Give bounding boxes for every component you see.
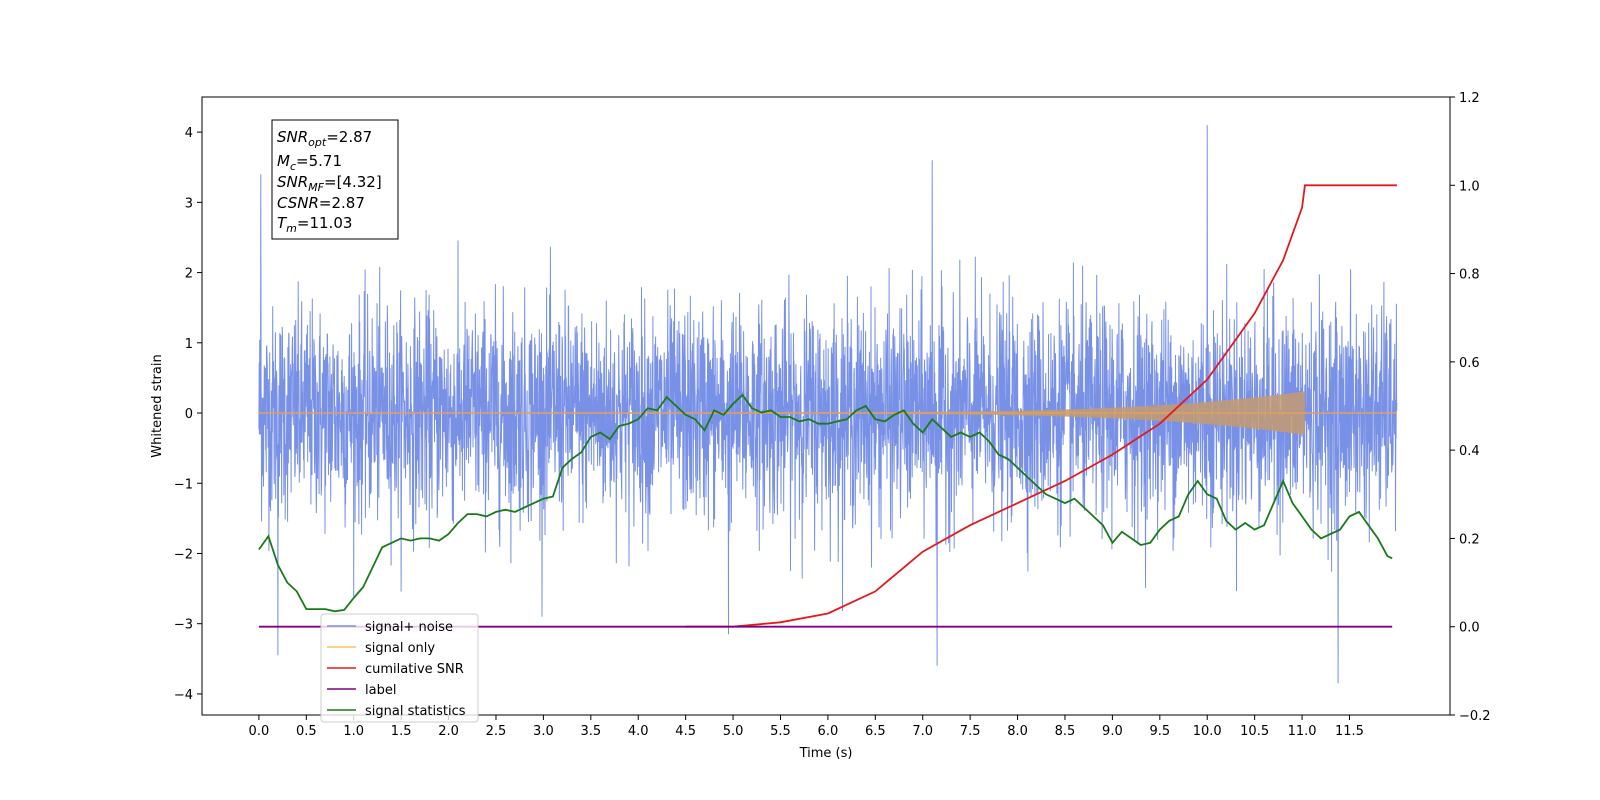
plot-frame	[201, 96, 1451, 716]
x-axis: 0.0 0.5 1.0 1.5 2.0 2.5 3.0 3.5 4.0 4.5 5.0 5.5 6.0 6…	[249, 715, 1364, 739]
x-tick-label: 0.0	[249, 724, 270, 739]
x-tick-label: 10.5	[1240, 724, 1269, 739]
y-left-tick-label: −1	[174, 477, 193, 492]
plot-area	[258, 125, 1398, 684]
y-left-tick-label: 3	[185, 196, 193, 211]
cumulative-snr-line	[685, 184, 1397, 628]
x-tick-label: 2.5	[486, 724, 507, 739]
y-axis-right: −0.2 0.0 0.2 0.4 0.6 0.8 1.0 1.2	[1450, 91, 1491, 724]
y-right-tick-label: 0.2	[1459, 532, 1480, 547]
x-tick-label: 9.5	[1149, 724, 1170, 739]
legend-label-signal-only: signal only	[365, 641, 435, 656]
x-tick-label: 1.5	[391, 724, 412, 739]
y-right-tick-label: 1.2	[1459, 91, 1480, 106]
info-snr-opt: SNRopt=2.87	[277, 128, 372, 149]
signal-only-layer	[258, 391, 1397, 435]
y-left-tick-label: 2	[185, 267, 193, 282]
x-axis-label: Time (s)	[799, 746, 853, 761]
legend-label-signal-noise: signal+ noise	[365, 620, 453, 635]
y-right-tick-label: 0.0	[1459, 621, 1480, 636]
info-snr-mf: SNRMF=[4.32]	[277, 173, 382, 194]
x-tick-label: 7.0	[912, 724, 933, 739]
y-left-tick-label: 0	[185, 407, 193, 422]
y-axis-left: −4 −3 −2 −1 0 1 2 3 4	[174, 126, 202, 703]
x-tick-label: 4.0	[628, 724, 649, 739]
x-tick-label: 6.0	[818, 724, 839, 739]
x-tick-label: 1.0	[343, 724, 364, 739]
x-tick-label: 4.5	[675, 724, 696, 739]
signal-noise-line	[258, 125, 1398, 684]
legend-label-label: label	[365, 683, 396, 698]
x-tick-label: 9.0	[1102, 724, 1123, 739]
x-tick-label: 8.0	[1007, 724, 1028, 739]
y-right-tick-label: 0.6	[1459, 356, 1480, 371]
legend: signal+ noise signal only cumilative SNR…	[320, 613, 479, 723]
x-tick-label: 5.5	[770, 724, 791, 739]
info-box: SNRopt=2.87 Mc=5.71 SNRMF=[4.32] CSNR=2.…	[271, 119, 399, 240]
x-tick-label: 0.5	[296, 724, 317, 739]
legend-label-cumulative-snr: cumilative SNR	[365, 662, 464, 677]
info-mc: Mc=5.71	[277, 152, 342, 173]
y-right-tick-label: 0.4	[1459, 444, 1480, 459]
y-left-tick-label: −3	[174, 618, 193, 633]
x-tick-label: 3.0	[533, 724, 554, 739]
y-left-tick-label: 4	[185, 126, 193, 141]
y-left-tick-label: −2	[174, 547, 193, 562]
x-tick-label: 10.0	[1193, 724, 1222, 739]
y-right-tick-label: 1.0	[1459, 179, 1480, 194]
signal-statistics-line	[258, 393, 1393, 613]
y-left-tick-label: −4	[174, 688, 193, 703]
y-left-tick-label: 1	[185, 337, 193, 352]
x-tick-label: 11.5	[1335, 724, 1364, 739]
y-right-tick-label: −0.2	[1459, 709, 1491, 724]
legend-box	[320, 613, 479, 723]
x-tick-label: 3.5	[580, 724, 601, 739]
signal-noise-layer	[258, 125, 1398, 684]
info-csnr: CSNR=2.87	[277, 194, 365, 212]
y-right-tick-label: 0.8	[1459, 268, 1480, 283]
x-tick-label: 2.0	[438, 724, 459, 739]
x-tick-label: 8.5	[1055, 724, 1076, 739]
x-tick-label: 6.5	[865, 724, 886, 739]
x-tick-label: 7.5	[960, 724, 981, 739]
y-axis-label: Whitened strain	[150, 354, 165, 457]
info-tm: Tm=11.03	[277, 214, 352, 235]
x-tick-label: 5.0	[723, 724, 744, 739]
x-tick-label: 11.0	[1288, 724, 1317, 739]
legend-label-signal-statistics: signal statistics	[365, 704, 466, 719]
